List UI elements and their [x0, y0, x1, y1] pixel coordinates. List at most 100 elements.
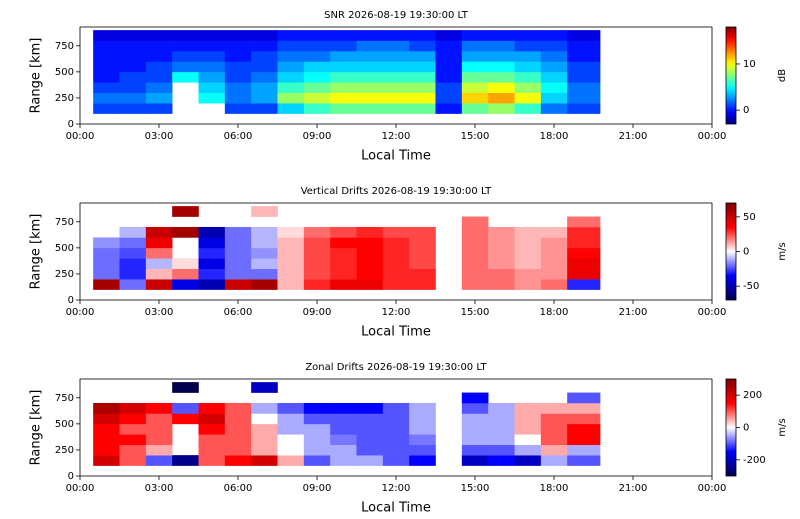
heatmap-cell [303, 82, 331, 94]
heatmap-cell [251, 402, 278, 414]
heatmap-cell [93, 82, 120, 94]
heatmap-cell [514, 268, 542, 280]
x-tick-label: 15:00 [461, 131, 490, 142]
heatmap-cell [488, 103, 515, 114]
heatmap-cell [330, 402, 357, 414]
heatmap-cell [277, 247, 305, 259]
heatmap-cell [277, 268, 305, 280]
colorbar-tick-label: 0 [743, 247, 749, 258]
heatmap-cell [251, 434, 278, 446]
heatmap-cell [567, 423, 601, 435]
heatmap-cell [409, 423, 436, 435]
heatmap-cell [488, 268, 515, 280]
heatmap-cell [461, 247, 489, 259]
heatmap-cell [435, 71, 463, 83]
y-tick-label: 750 [55, 393, 74, 404]
heatmap-cell [540, 237, 568, 249]
x-tick-label: 09:00 [303, 131, 332, 142]
heatmap-cell [488, 82, 515, 94]
heatmap-cell [93, 247, 120, 259]
colorbar-label: m/s [777, 418, 788, 436]
heatmap-cell [330, 247, 357, 259]
heatmap-cell [198, 247, 226, 259]
heatmap-cell [514, 40, 542, 52]
heatmap-cell [435, 92, 463, 104]
x-tick-label: 09:00 [303, 483, 332, 494]
heatmap-cell [145, 455, 173, 466]
heatmap-cell [93, 40, 120, 52]
heatmap-cell [356, 82, 384, 94]
heatmap-cell [145, 279, 173, 290]
heatmap-cell [93, 237, 120, 249]
heatmap-cell [251, 268, 278, 280]
heatmap-cell [330, 82, 357, 94]
heatmap-cell [514, 50, 542, 62]
heatmap-cell [303, 71, 331, 83]
panel-title: Vertical Drifts 2026-08-19 19:30:00 LT [301, 186, 492, 197]
heatmap-cell [330, 61, 357, 73]
heatmap-cell [172, 50, 199, 62]
heatmap-cell [488, 92, 515, 104]
x-tick-label: 21:00 [619, 131, 648, 142]
heatmap-cell [251, 30, 278, 41]
heatmap-cell [356, 30, 384, 41]
heatmap-cell [567, 92, 601, 104]
heatmap-cell [251, 103, 278, 114]
heatmap-cell [409, 82, 436, 94]
heatmap-cell [224, 71, 252, 83]
heatmap-cell [224, 237, 252, 249]
x-tick-label: 06:00 [224, 131, 253, 142]
colorbar-tick-label: 50 [743, 212, 756, 223]
heatmap-cell [93, 71, 120, 83]
heatmap-cell [567, 71, 601, 83]
heatmap-cell [540, 434, 568, 446]
colorbar-tick-label: 0 [743, 423, 749, 434]
heatmap-cell [198, 82, 226, 94]
heatmap-cell [540, 71, 568, 83]
colorbar-tick-label: -50 [743, 281, 759, 292]
heatmap-cell [356, 71, 384, 83]
heatmap-cell [330, 30, 357, 41]
heatmap-cell [145, 258, 173, 270]
x-axis-label: Local Time [361, 501, 431, 516]
heatmap-cell [356, 423, 384, 435]
heatmap-cell [488, 50, 515, 62]
heatmap-cell [251, 92, 278, 104]
heatmap-cell [567, 455, 601, 466]
heatmap-cell [172, 279, 199, 290]
heatmap-cell [409, 71, 436, 83]
heatmap-cell [198, 423, 226, 435]
heatmap-cell [409, 103, 436, 114]
heatmap-cell [224, 247, 252, 259]
heatmap-cell [567, 279, 601, 290]
heatmap-cell [488, 61, 515, 73]
heatmap-cell [145, 434, 173, 446]
heatmap-cell [93, 423, 120, 435]
heatmap-cell [567, 237, 601, 249]
heatmap-cell [567, 392, 601, 404]
heatmap-cell [303, 279, 331, 290]
x-axis-label: Local Time [361, 149, 431, 164]
heatmap-cell [567, 216, 601, 228]
heatmap-cell [172, 258, 199, 270]
heatmap-cell [488, 434, 515, 446]
heatmap-cell [277, 82, 305, 94]
heatmap-cell [488, 247, 515, 259]
heatmap-cell [382, 103, 410, 114]
x-tick-label: 00:00 [66, 483, 95, 494]
heatmap-cell [540, 444, 568, 456]
heatmap-cell [461, 268, 489, 280]
heatmap-cell [303, 455, 331, 466]
heatmap-cell [382, 61, 410, 73]
heatmap-cell [382, 413, 410, 425]
heatmap-cell [382, 71, 410, 83]
heatmap-cell [356, 455, 384, 466]
heatmap-cell [145, 82, 173, 94]
heatmap-cell [277, 258, 305, 270]
heatmap-cell [488, 413, 515, 425]
heatmap-cell [540, 413, 568, 425]
x-tick-label: 21:00 [619, 307, 648, 318]
colorbar-tick-label: 10 [743, 59, 756, 70]
heatmap-cell [172, 71, 199, 83]
heatmap-cell [172, 30, 199, 41]
